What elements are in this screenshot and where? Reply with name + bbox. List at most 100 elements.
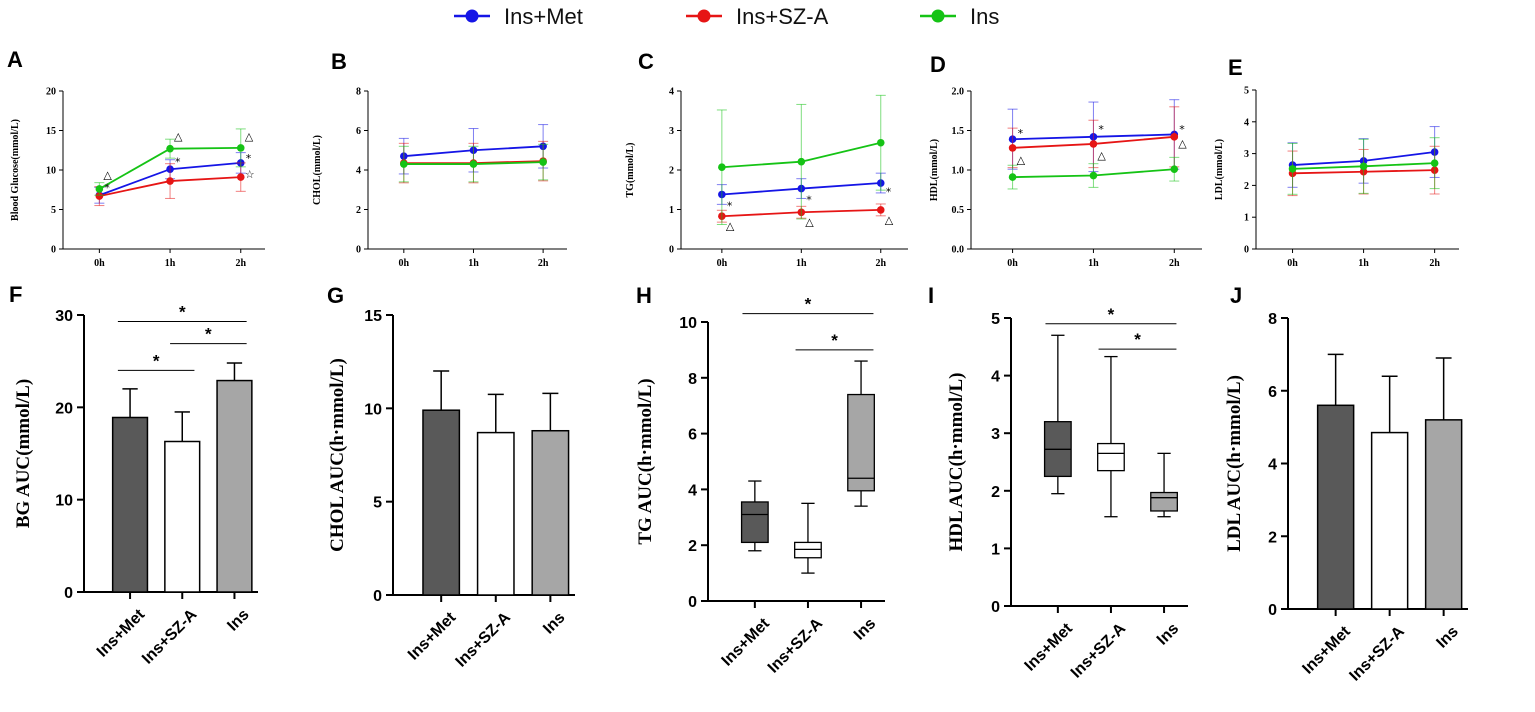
panel-b: B 0 2 4 6 8 CHOL(mmol/L) 0h 1h 2h (312, 49, 567, 269)
y-tick-label: 2 (669, 166, 674, 177)
box-iqr (1097, 442, 1125, 472)
y-tick-label: 2 (991, 484, 1000, 501)
data-point (718, 163, 726, 172)
y-tick-label: 0 (669, 245, 674, 256)
significance-mark: * (246, 152, 252, 165)
x-tick-label: 1h (165, 258, 176, 269)
y-tick-label: 5 (373, 495, 382, 512)
series-ins (716, 94, 886, 226)
box-iqr (740, 501, 769, 544)
x-tick-label: 1h (1088, 258, 1099, 269)
x-category-label: Ins+Met (1022, 620, 1077, 675)
x-tick-label: 2h (1429, 258, 1440, 269)
y-tick-label: 2 (1268, 529, 1277, 546)
y-tick-label: 30 (55, 308, 73, 325)
y-tick-label: 3 (991, 426, 1000, 443)
y-tick-label: 5 (1244, 86, 1249, 97)
data-point (876, 138, 885, 147)
y-tick-label: 3 (669, 126, 674, 137)
x-tick-label: 1h (468, 258, 479, 269)
y-tick-label: 0 (991, 599, 1000, 616)
data-point (1089, 140, 1098, 148)
x-category-label: Ins+SZ-A (1068, 620, 1130, 682)
x-tick-label: 2h (538, 258, 549, 269)
y-tick-label: 15 (364, 308, 382, 325)
y-tick-label: 8 (688, 371, 697, 388)
data-point (1170, 133, 1179, 141)
panel-letter: J (1230, 283, 1242, 308)
legend-item-ins-sz-a: Ins+SZ-A (686, 4, 829, 29)
x-category-label: Ins+Met (1299, 623, 1354, 678)
y-tick-label: 4 (1244, 117, 1249, 128)
y-tick-label: 20 (55, 400, 73, 417)
significance-mark: △ (103, 169, 112, 182)
significance-mark: * (1098, 123, 1104, 136)
panel-c: C 0 1 2 3 4 TG(mmol/L) 0h 1h 2h * △ * △ * △ (625, 49, 908, 269)
data-point (1170, 165, 1179, 174)
y-tick-label: 3 (1244, 149, 1249, 160)
y-axis-label: BG AUC(mmol/L) (13, 379, 34, 528)
y-tick-label: 4 (669, 87, 674, 98)
y-tick-label: 1 (991, 541, 1000, 558)
legend-label: Ins+Met (504, 4, 583, 29)
x-category-label: Ins (540, 609, 568, 637)
significance-star: * (1108, 305, 1115, 324)
series-ins-sz-a (1007, 106, 1180, 169)
x-category-label: Ins (224, 606, 252, 634)
y-tick-label: 6 (1268, 384, 1277, 401)
significance-mark: * (806, 194, 812, 207)
y-tick-label: 15 (46, 126, 56, 137)
y-tick-label: 4 (356, 166, 361, 177)
significance-star: * (205, 325, 212, 344)
y-tick-label: 0 (373, 588, 382, 605)
legend-marker (697, 9, 711, 23)
data-point (400, 160, 408, 168)
significance-mark: △ (1017, 154, 1026, 167)
legend-item-ins-met: Ins+Met (454, 4, 583, 29)
data-point (166, 177, 174, 185)
significance-mark: △ (174, 130, 183, 143)
panel-letter: D (930, 52, 946, 77)
y-tick-label: 0 (1268, 602, 1277, 619)
significance-mark: * (104, 181, 110, 194)
panel-letter: F (9, 282, 22, 307)
series-ins-sz-a (94, 162, 246, 207)
bar-ins-met (422, 409, 461, 596)
y-tick-label: 1 (1244, 213, 1249, 224)
y-tick-label: 4 (688, 482, 697, 499)
y-axis-label: HDL(mmol/L) (929, 139, 940, 201)
series-ins (1007, 156, 1180, 190)
data-point (95, 185, 104, 193)
y-tick-label: 10 (46, 166, 56, 177)
significance-mark: * (727, 200, 733, 213)
significance-mark: △ (245, 130, 254, 143)
y-tick-label: 0 (51, 245, 56, 256)
significance-mark: △ (1178, 137, 1187, 150)
data-point (95, 192, 104, 200)
data-point (876, 206, 885, 214)
bar-ins-sz-a (476, 431, 515, 596)
x-tick-label: 2h (875, 258, 886, 269)
panel-e: E 0 1 2 3 4 5 LDL(mmol/L) 0h 1h 2h (1214, 55, 1459, 269)
y-tick-label: 5 (991, 311, 1000, 328)
y-tick-label: 0 (1244, 245, 1249, 256)
x-category-label: Ins+SZ-A (1346, 623, 1408, 685)
x-category-label: Ins+SZ-A (453, 609, 515, 671)
x-tick-label: 0h (717, 258, 728, 269)
bar-ins (1424, 419, 1463, 610)
legend-item-ins: Ins (920, 4, 999, 29)
y-tick-label: 0.5 (952, 205, 965, 216)
box-ins-sz-a (1097, 355, 1125, 518)
panel-letter: A (7, 47, 23, 72)
significance-mark: △ (805, 215, 814, 228)
bar-ins-met (111, 416, 149, 593)
y-tick-label: 2 (356, 205, 361, 216)
y-axis-label: HDL AUC(h·mmol/L) (946, 373, 967, 552)
y-tick-label: 2 (688, 538, 697, 555)
y-axis-label: TG(mmol/L) (625, 143, 636, 198)
y-tick-label: 0 (64, 585, 73, 602)
